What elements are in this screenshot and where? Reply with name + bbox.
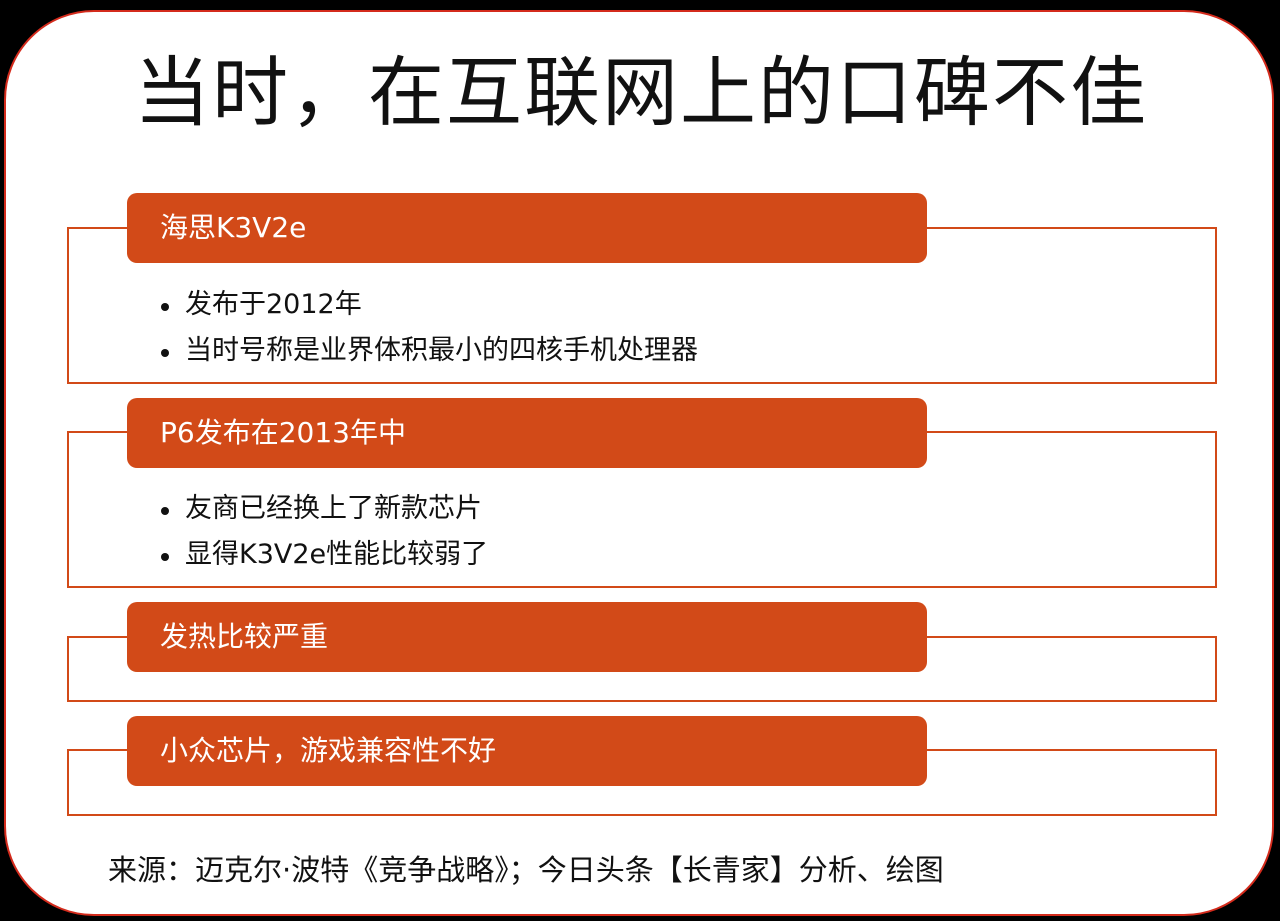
source-note: 来源：迈克尔·波特《竞争战略》；今日头条【长青家】分析、绘图 xyxy=(108,853,944,887)
section-overheating: 发热比较严重 xyxy=(67,602,1217,712)
section-header: 小众芯片，游戏兼容性不好 xyxy=(127,716,927,786)
section-k3v2e: 海思K3V2e 发布于2012年 当时号称是业界体积最小的四核手机处理器 xyxy=(67,193,1217,393)
slide-card: 当时，在互联网上的口碑不佳 海思K3V2e 发布于2012年 当时号称是业界体积… xyxy=(4,10,1274,916)
bullet-list: 友商已经换上了新款芯片 显得K3V2e性能比较弱了 xyxy=(159,486,488,578)
bullet-item: 发布于2012年 xyxy=(159,282,698,328)
section-p6: P6发布在2013年中 友商已经换上了新款芯片 显得K3V2e性能比较弱了 xyxy=(67,398,1217,598)
section-header: P6发布在2013年中 xyxy=(127,398,927,468)
bullet-item: 当时号称是业界体积最小的四核手机处理器 xyxy=(159,328,698,374)
section-header: 发热比较严重 xyxy=(127,602,927,672)
slide-title: 当时，在互联网上的口碑不佳 xyxy=(134,48,1148,137)
bullet-item: 显得K3V2e性能比较弱了 xyxy=(159,532,488,578)
section-compatibility: 小众芯片，游戏兼容性不好 xyxy=(67,716,1217,826)
bullet-item: 友商已经换上了新款芯片 xyxy=(159,486,488,532)
bullet-list: 发布于2012年 当时号称是业界体积最小的四核手机处理器 xyxy=(159,282,698,374)
section-header: 海思K3V2e xyxy=(127,193,927,263)
